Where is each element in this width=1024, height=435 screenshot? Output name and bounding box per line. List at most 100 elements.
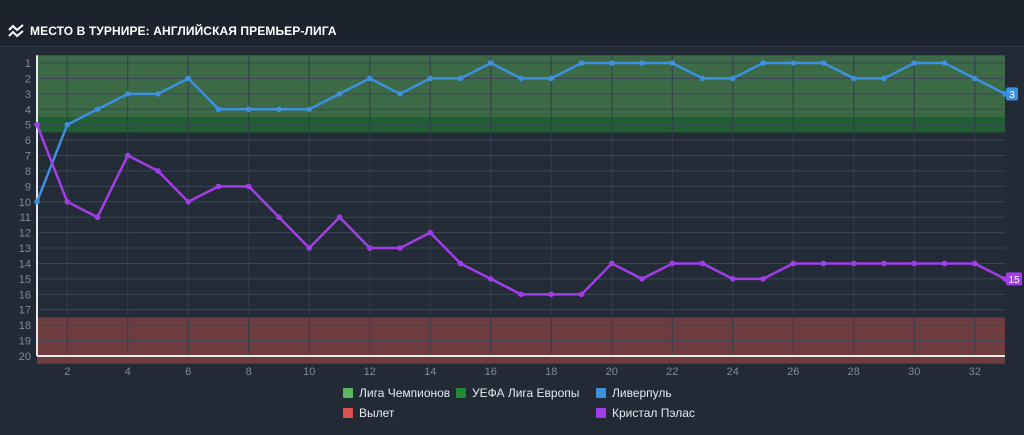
data-point (336, 214, 343, 221)
x-tick-label: 4 (125, 366, 131, 378)
legend-item-relegation[interactable]: Вылет (343, 406, 394, 420)
data-point (639, 276, 645, 282)
data-point (941, 260, 948, 267)
y-tick-label: 17 (19, 305, 31, 317)
x-tick-label: 2 (64, 366, 70, 378)
legend-label: Лига Чемпионов (359, 386, 451, 400)
legend-label: Вылет (359, 406, 395, 420)
data-point (276, 214, 282, 221)
x-tick-label: 12 (364, 366, 376, 378)
end-value-badge (1006, 272, 1022, 286)
y-tick-label: 3 (25, 89, 31, 101)
legend-swatch (456, 388, 466, 398)
chart-panel: 1 2 3 4 5 6 7 8 9 10 11 12 13 14 15 16 17 18 19 20 2 4 6 8 10 12 1… (0, 46, 1024, 435)
x-tick-label: 6 (185, 366, 191, 378)
data-point (245, 183, 252, 190)
data-point (215, 106, 222, 113)
data-point (850, 260, 857, 267)
legend-item-champions-league[interactable]: Лига Чемпионов (343, 386, 450, 400)
data-point (548, 291, 555, 298)
y-tick-label: 2 (25, 73, 31, 85)
y-tick-label: 13 (19, 243, 31, 255)
end-value-label: 3 (1009, 90, 1015, 101)
x-tick-label: 18 (545, 366, 557, 378)
legend-swatch (343, 408, 353, 418)
legend-item-liverpool[interactable]: Ливерпуль (596, 386, 672, 400)
data-point (397, 91, 403, 97)
data-point (185, 75, 192, 82)
legend-label: Ливерпуль (612, 386, 672, 400)
y-tick-label: 18 (19, 320, 31, 332)
data-point (457, 260, 464, 267)
x-tick-label: 20 (606, 366, 618, 378)
data-point (185, 198, 192, 205)
zone-band (37, 55, 1005, 117)
x-tick-label: 22 (666, 366, 678, 378)
data-point (155, 91, 161, 97)
data-point (306, 106, 313, 113)
y-tick-label: 10 (19, 197, 31, 209)
y-tick-label: 16 (19, 289, 31, 301)
data-point (820, 260, 827, 267)
data-point (548, 75, 555, 82)
data-point (34, 198, 40, 205)
data-point (608, 60, 615, 66)
legend-item-europa-league[interactable]: УЕФА Лига Европы (456, 386, 579, 400)
data-point (790, 60, 797, 66)
data-point (306, 245, 313, 251)
x-tick-label: 16 (485, 366, 497, 378)
y-tick-label: 19 (19, 336, 31, 348)
legend-label: УЕФА Лига Европы (472, 386, 580, 400)
x-tick-label: 8 (246, 366, 252, 378)
data-point (124, 91, 131, 97)
page-title: МЕСТО В ТУРНИРЕ: АНГЛИЙСКАЯ ПРЕМЬЕР-ЛИГА (30, 24, 337, 38)
data-point (911, 60, 918, 66)
data-point (669, 60, 676, 66)
data-point (487, 60, 494, 66)
y-tick-label: 15 (19, 274, 31, 286)
data-point (518, 75, 524, 82)
y-tick-label: 1 (25, 58, 31, 70)
data-point (155, 168, 161, 174)
data-point (820, 60, 827, 66)
x-tick-label: 32 (969, 366, 981, 378)
y-tick-label: 7 (25, 151, 31, 163)
y-tick-label: 9 (25, 181, 31, 193)
x-tick-label: 14 (424, 366, 436, 378)
y-tick-label: 12 (19, 228, 31, 240)
x-tick-label: 30 (908, 366, 920, 378)
y-tick-label: 14 (19, 258, 31, 270)
data-point (245, 106, 252, 113)
chart-header: МЕСТО В ТУРНИРЕ: АНГЛИЙСКАЯ ПРЕМЬЕР-ЛИГА (8, 14, 337, 48)
data-point (336, 91, 343, 97)
data-point (729, 276, 736, 282)
data-point (790, 260, 797, 267)
data-point (427, 75, 434, 82)
plot-area (37, 55, 1005, 364)
legend-swatch (596, 408, 606, 418)
data-point (518, 291, 524, 298)
data-point (608, 260, 615, 267)
x-tick-label: 28 (848, 366, 860, 378)
data-point (427, 229, 434, 236)
y-tick-label: 20 (19, 351, 31, 363)
y-tick-label: 4 (25, 104, 31, 116)
data-point (397, 245, 403, 251)
y-tick-label: 8 (25, 166, 31, 178)
data-point (639, 60, 645, 66)
x-tick-label: 24 (727, 366, 739, 378)
x-tick-label: 10 (303, 366, 315, 378)
legend-item-crystal-palace[interactable]: Кристал Пэлас (596, 406, 695, 420)
data-point (34, 121, 40, 128)
data-point (971, 75, 978, 82)
data-point (760, 60, 766, 66)
data-point (64, 121, 71, 128)
data-point (276, 106, 282, 113)
data-point (729, 75, 736, 82)
legend-swatch (596, 388, 606, 398)
data-point (94, 214, 101, 221)
trend-lines-icon (8, 24, 24, 38)
y-tick-label: 5 (25, 120, 31, 132)
y-tick-label: 11 (20, 212, 31, 224)
